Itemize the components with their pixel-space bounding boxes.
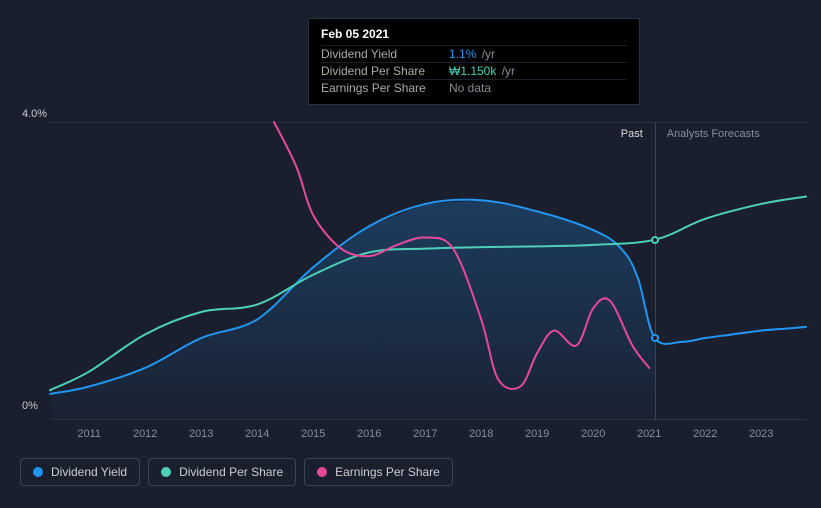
legend-label: Dividend Per Share (179, 465, 283, 479)
y-axis-max: 4.0% (22, 108, 47, 120)
x-tick: 2023 (749, 428, 773, 440)
x-tick: 2020 (581, 428, 605, 440)
legend-dot-icon (317, 467, 327, 477)
x-tick: 2021 (637, 428, 661, 440)
series-marker (651, 236, 659, 244)
tooltip-row-label: Dividend Per Share (321, 64, 429, 78)
forecast-divider (655, 122, 656, 420)
x-tick: 2017 (413, 428, 437, 440)
tooltip-row-label: Earnings Per Share (321, 81, 429, 95)
region-label-past: Past (621, 128, 643, 140)
plot-area[interactable]: PastAnalysts Forecasts201120122013201420… (50, 122, 806, 420)
x-tick: 2013 (189, 428, 213, 440)
x-tick: 2018 (469, 428, 493, 440)
legend-item[interactable]: Earnings Per Share (304, 458, 453, 486)
chart-tooltip: Feb 05 2021 Dividend Yield1.1% /yrDivide… (308, 18, 640, 105)
tooltip-row-value: No data (449, 81, 493, 95)
tooltip-row-value: 1.1% /yr (449, 47, 495, 61)
legend-dot-icon (33, 467, 43, 477)
legend-label: Dividend Yield (51, 465, 127, 479)
line-chart: 4.0% 0% Past Analysts Forecasts 2011 2012 20… (20, 100, 806, 448)
y-axis-min: 0% (22, 400, 38, 412)
region-label-forecast: Analysts Forecasts (667, 128, 760, 140)
x-tick: 2011 (77, 428, 101, 440)
x-tick: 2019 (525, 428, 549, 440)
x-tick: 2014 (245, 428, 269, 440)
legend-dot-icon (161, 467, 171, 477)
tooltip-row: Dividend Per Share ₩1.150k /yr (321, 62, 627, 79)
tooltip-row-value: ₩1.150k /yr (449, 64, 515, 78)
tooltip-row-label: Dividend Yield (321, 47, 429, 61)
series-marker (651, 334, 659, 342)
tooltip-date: Feb 05 2021 (321, 27, 627, 41)
x-tick: 2022 (693, 428, 717, 440)
tooltip-row: Dividend Yield 1.1% /yr (321, 45, 627, 62)
legend-label: Earnings Per Share (335, 465, 440, 479)
tooltip-row: Earnings Per Share No data (321, 79, 627, 96)
legend: Dividend Yield Dividend Per Share Earnings… (20, 458, 453, 486)
legend-item[interactable]: Dividend Per Share (148, 458, 296, 486)
x-tick: 2015 (301, 428, 325, 440)
x-tick: 2012 (133, 428, 157, 440)
x-tick: 2016 (357, 428, 381, 440)
legend-item[interactable]: Dividend Yield (20, 458, 140, 486)
chart-lines (50, 122, 806, 420)
